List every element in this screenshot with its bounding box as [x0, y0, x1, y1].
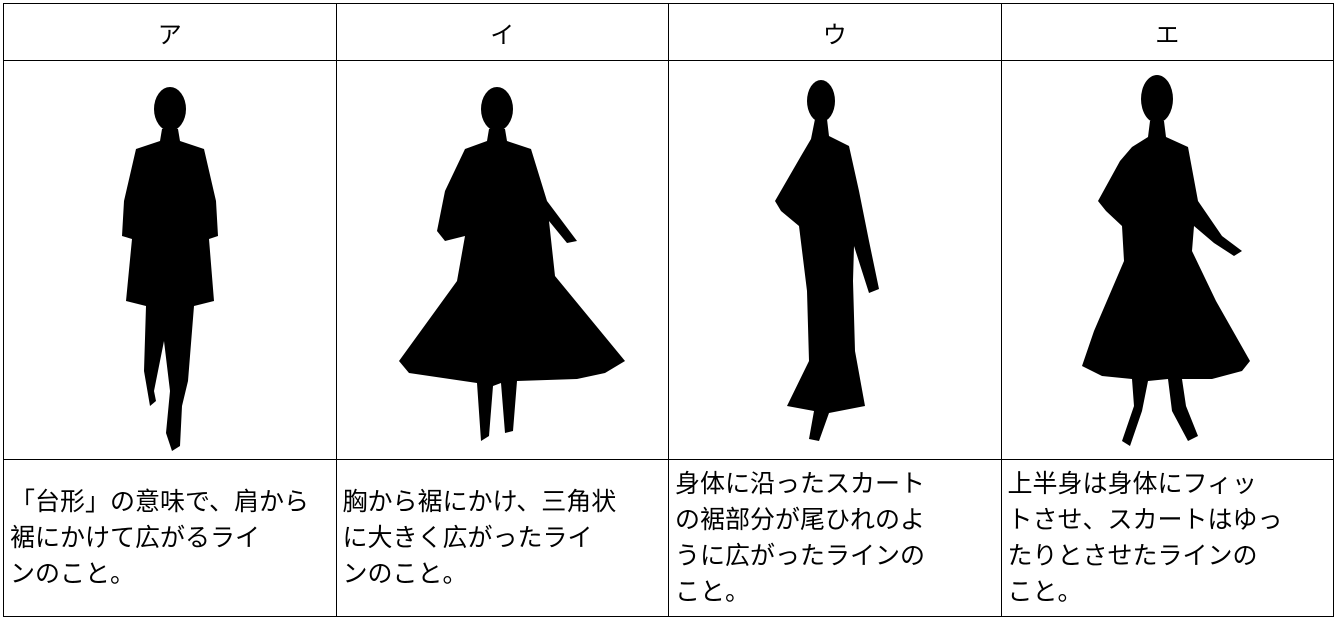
silhouette	[775, 80, 879, 441]
text-line: ンのこと。	[10, 559, 136, 588]
text-line: 「台形」の意味で、肩から	[10, 487, 310, 516]
silhouette	[1081, 75, 1250, 446]
header-cell: ウ	[668, 3, 1002, 61]
silhouette-table: ア イ ウ エ 「台形」の意味で、肩から 裾にかけて広がるライ ンのこと。 胸か…	[3, 3, 1334, 617]
description-cell: 身体に沿ったスカート の裾部分が尾ひれのよ うに広がったラインの こと。	[668, 459, 1002, 617]
text-line: トさせ、スカートはゆっ	[1007, 505, 1283, 534]
silhouette	[122, 87, 218, 451]
text-line: うに広がったラインの	[675, 541, 926, 570]
description-cell: 上半身は身体にフィッ トさせ、スカートはゆっ たりとさせたラインの こと。	[1000, 459, 1334, 617]
header-cell: ア	[3, 3, 337, 61]
description-cell: 「台形」の意味で、肩から 裾にかけて広がるライ ンのこと。	[3, 459, 337, 617]
header-cell: イ	[335, 3, 669, 61]
text-line: 上半身は身体にフィッ	[1007, 469, 1258, 498]
text-line: ンのこと。	[342, 559, 468, 588]
text-line: たりとさせたラインの	[1007, 541, 1258, 570]
image-cell	[668, 60, 1002, 460]
text-line: 裾にかけて広がるライ	[10, 523, 261, 552]
text-line: 身体に沿ったスカート	[675, 469, 926, 498]
description-cell: 胸から裾にかけ、三角状 に大きく広がったライ ンのこと。	[335, 459, 669, 617]
text-line: に大きく広がったライ	[342, 523, 593, 552]
image-cell	[1000, 60, 1334, 460]
text-line: 胸から裾にかけ、三角状	[342, 487, 617, 516]
text-line: こと。	[1007, 577, 1083, 606]
text-line: の裾部分が尾ひれのよ	[675, 505, 926, 534]
image-cell	[335, 60, 669, 460]
text-line: こと。	[675, 577, 751, 606]
image-cell	[3, 60, 337, 460]
silhouette	[398, 87, 625, 441]
header-cell: エ	[1000, 3, 1334, 61]
